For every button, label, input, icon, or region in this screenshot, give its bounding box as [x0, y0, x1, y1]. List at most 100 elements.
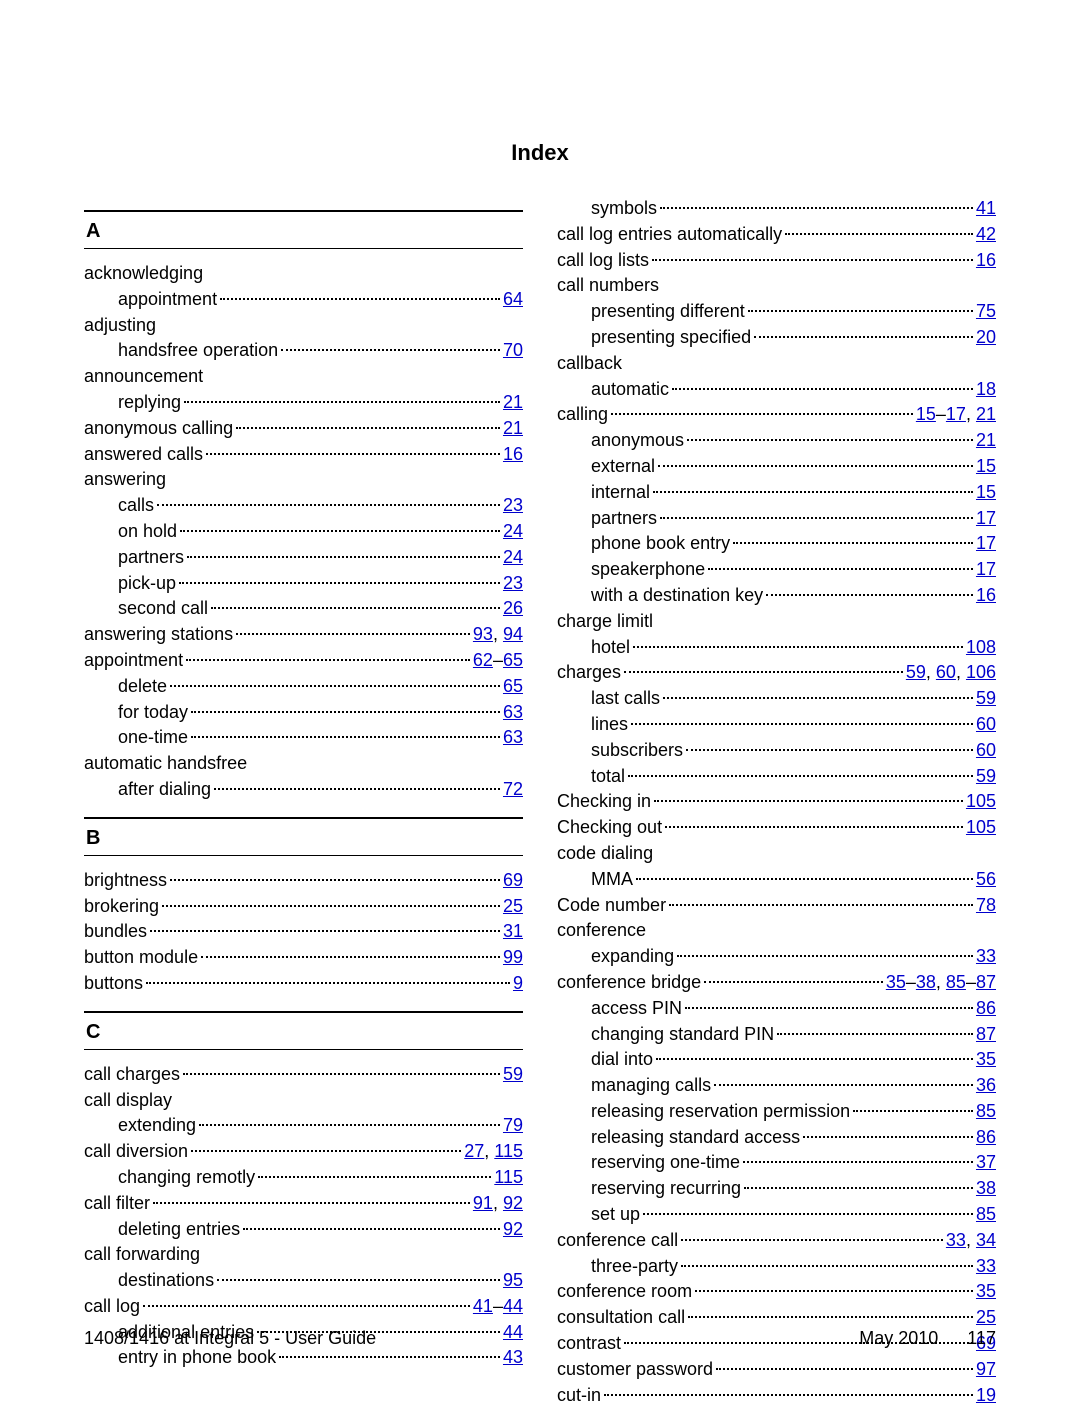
dot-leaders	[201, 956, 500, 958]
index-entry: access PIN 86	[557, 996, 996, 1022]
page-link[interactable]: 25	[976, 1307, 996, 1327]
page-link[interactable]: 59	[906, 662, 926, 682]
page-link[interactable]: 92	[503, 1193, 523, 1213]
page-refs: 19	[976, 1383, 996, 1408]
page-link[interactable]: 91	[473, 1193, 493, 1213]
page-link[interactable]: 25	[503, 896, 523, 916]
page-link[interactable]: 64	[503, 289, 523, 309]
dot-leaders	[170, 685, 500, 687]
page-link[interactable]: 16	[503, 444, 523, 464]
page-link[interactable]: 92	[503, 1219, 523, 1239]
page-link[interactable]: 18	[976, 379, 996, 399]
page-link[interactable]: 78	[976, 895, 996, 915]
page-link[interactable]: 17	[976, 559, 996, 579]
page-link[interactable]: 69	[503, 870, 523, 890]
page-link[interactable]: 34	[976, 1230, 996, 1250]
page-link[interactable]: 35	[976, 1281, 996, 1301]
page-link[interactable]: 63	[503, 702, 523, 722]
dot-leaders	[631, 723, 973, 725]
page-link[interactable]: 19	[976, 1385, 996, 1405]
page-link[interactable]: 16	[976, 250, 996, 270]
page-link[interactable]: 16	[976, 585, 996, 605]
page-link[interactable]: 23	[503, 495, 523, 515]
page-link[interactable]: 27	[464, 1141, 484, 1161]
page-link[interactable]: 85	[976, 1204, 996, 1224]
page-link[interactable]: 108	[966, 637, 996, 657]
page-link[interactable]: 21	[976, 404, 996, 424]
page-link[interactable]: 85	[946, 972, 966, 992]
index-entry: call display	[84, 1088, 523, 1114]
index-entry: after dialing 72	[84, 777, 523, 803]
page-link[interactable]: 63	[503, 727, 523, 747]
page-link[interactable]: 105	[966, 817, 996, 837]
page-link[interactable]: 9	[513, 973, 523, 993]
page-link[interactable]: 31	[503, 921, 523, 941]
page-link[interactable]: 26	[503, 598, 523, 618]
page-link[interactable]: 93	[473, 624, 493, 644]
index-entry: entry in phone book 43	[84, 1345, 523, 1371]
page-link[interactable]: 99	[503, 947, 523, 967]
index-entry-label: call log entries automatically	[557, 222, 782, 248]
page-link[interactable]: 86	[976, 1127, 996, 1147]
page-link[interactable]: 15	[976, 456, 996, 476]
page-link[interactable]: 21	[503, 418, 523, 438]
page-link[interactable]: 86	[976, 998, 996, 1018]
page-link[interactable]: 75	[976, 301, 996, 321]
page-link[interactable]: 17	[976, 533, 996, 553]
page-refs: 115	[494, 1165, 523, 1191]
index-entry-label: call log lists	[557, 248, 649, 274]
page-link[interactable]: 17	[976, 508, 996, 528]
page-link[interactable]: 41	[473, 1296, 493, 1316]
page-link[interactable]: 79	[503, 1115, 523, 1135]
page-link[interactable]: 59	[976, 688, 996, 708]
page-link[interactable]: 44	[503, 1296, 523, 1316]
page-link[interactable]: 24	[503, 547, 523, 567]
page-link[interactable]: 20	[976, 327, 996, 347]
page-link[interactable]: 21	[976, 430, 996, 450]
page-link[interactable]: 43	[503, 1347, 523, 1367]
page-link[interactable]: 15	[976, 482, 996, 502]
page-link[interactable]: 41	[976, 198, 996, 218]
page-link[interactable]: 36	[976, 1075, 996, 1095]
page-link[interactable]: 87	[976, 972, 996, 992]
page-link[interactable]: 65	[503, 676, 523, 696]
page-link[interactable]: 60	[976, 740, 996, 760]
index-entry: last calls 59	[557, 686, 996, 712]
page-link[interactable]: 17	[946, 404, 966, 424]
page-link[interactable]: 59	[976, 766, 996, 786]
page-link[interactable]: 33	[946, 1230, 966, 1250]
dot-leaders	[611, 413, 913, 415]
page-link[interactable]: 97	[976, 1359, 996, 1379]
page-link[interactable]: 37	[976, 1152, 996, 1172]
page-link[interactable]: 115	[494, 1141, 523, 1161]
page-link[interactable]: 15	[916, 404, 936, 424]
page-link[interactable]: 60	[976, 714, 996, 734]
page-link[interactable]: 94	[503, 624, 523, 644]
index-entry-label: automatic handsfree	[84, 751, 247, 777]
page-link[interactable]: 35	[976, 1049, 996, 1069]
page-link[interactable]: 85	[976, 1101, 996, 1121]
page-link[interactable]: 87	[976, 1024, 996, 1044]
page-link[interactable]: 23	[503, 573, 523, 593]
page-link[interactable]: 21	[503, 392, 523, 412]
page-link[interactable]: 70	[503, 340, 523, 360]
page-link[interactable]: 59	[503, 1064, 523, 1084]
page-link[interactable]: 105	[966, 791, 996, 811]
index-entry: destinations 95	[84, 1268, 523, 1294]
index-entry-label: on hold	[118, 519, 177, 545]
page-link[interactable]: 35	[886, 972, 906, 992]
page-link[interactable]: 72	[503, 779, 523, 799]
page-link[interactable]: 38	[976, 1178, 996, 1198]
page-link[interactable]: 106	[966, 662, 996, 682]
page-link[interactable]: 95	[503, 1270, 523, 1290]
page-link[interactable]: 24	[503, 521, 523, 541]
page-link[interactable]: 33	[976, 946, 996, 966]
page-link[interactable]: 60	[936, 662, 956, 682]
page-link[interactable]: 33	[976, 1256, 996, 1276]
page-link[interactable]: 65	[503, 650, 523, 670]
page-link[interactable]: 115	[494, 1167, 523, 1187]
page-link[interactable]: 62	[473, 650, 493, 670]
page-link[interactable]: 42	[976, 224, 996, 244]
page-link[interactable]: 38	[916, 972, 936, 992]
page-link[interactable]: 56	[976, 869, 996, 889]
